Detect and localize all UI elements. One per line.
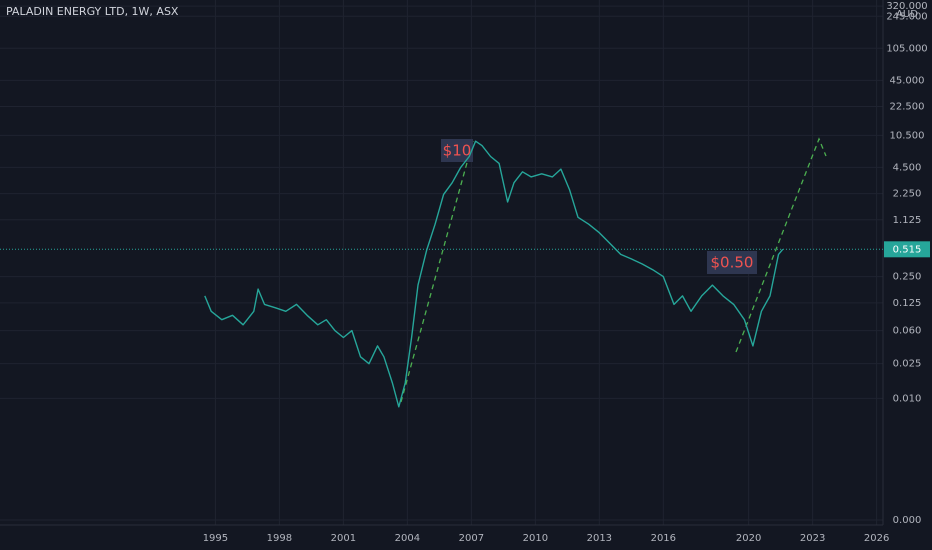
y-tick-label: 1.125 [893,215,922,226]
annotation: $0.50 [711,254,754,272]
y-tick-label: 0.000 [893,515,922,526]
annotation: $10 [443,142,472,160]
x-tick-label: 2023 [800,533,825,544]
annotation-box [707,251,757,274]
x-tick-label: 2026 [864,533,889,544]
y-tick-label: 45.000 [890,75,925,86]
x-tick-label: 2013 [587,533,612,544]
y-tick-label: 22.500 [890,102,925,113]
y-tick-label: 0.250 [893,272,922,283]
y-tick-label: 105.000 [886,43,927,54]
y-tick-label: 320.000 [886,1,927,12]
projection-line [735,137,827,353]
last-price-label: 0.515 [893,244,922,255]
x-tick-label: 2016 [651,533,676,544]
x-tick-label: 2007 [459,533,484,544]
price-line [204,140,784,408]
y-tick-label: 245.000 [886,11,927,22]
grid [0,0,883,525]
projection-line [400,140,474,403]
x-tick-label: 2010 [523,533,548,544]
y-tick-label: 2.250 [893,189,922,200]
y-tick-label: 0.125 [893,298,922,309]
last-price-box [884,241,930,258]
y-tick-label: 0.060 [893,326,922,337]
y-tick-label: 4.500 [893,162,922,173]
y-tick-label: 10.500 [890,130,925,141]
y-tick-label: 0.010 [893,393,922,404]
annotation-box [441,139,473,162]
currency-label: AUD [896,9,918,20]
x-tick-label: 2001 [331,533,356,544]
x-tick-label: 1995 [203,533,228,544]
chart-title: PALADIN ENERGY LTD, 1W, ASX [6,5,179,18]
x-tick-label: 2004 [395,533,420,544]
y-tick-label: 0.025 [893,359,922,370]
x-tick-label: 2020 [736,533,761,544]
x-tick-label: 1998 [267,533,292,544]
